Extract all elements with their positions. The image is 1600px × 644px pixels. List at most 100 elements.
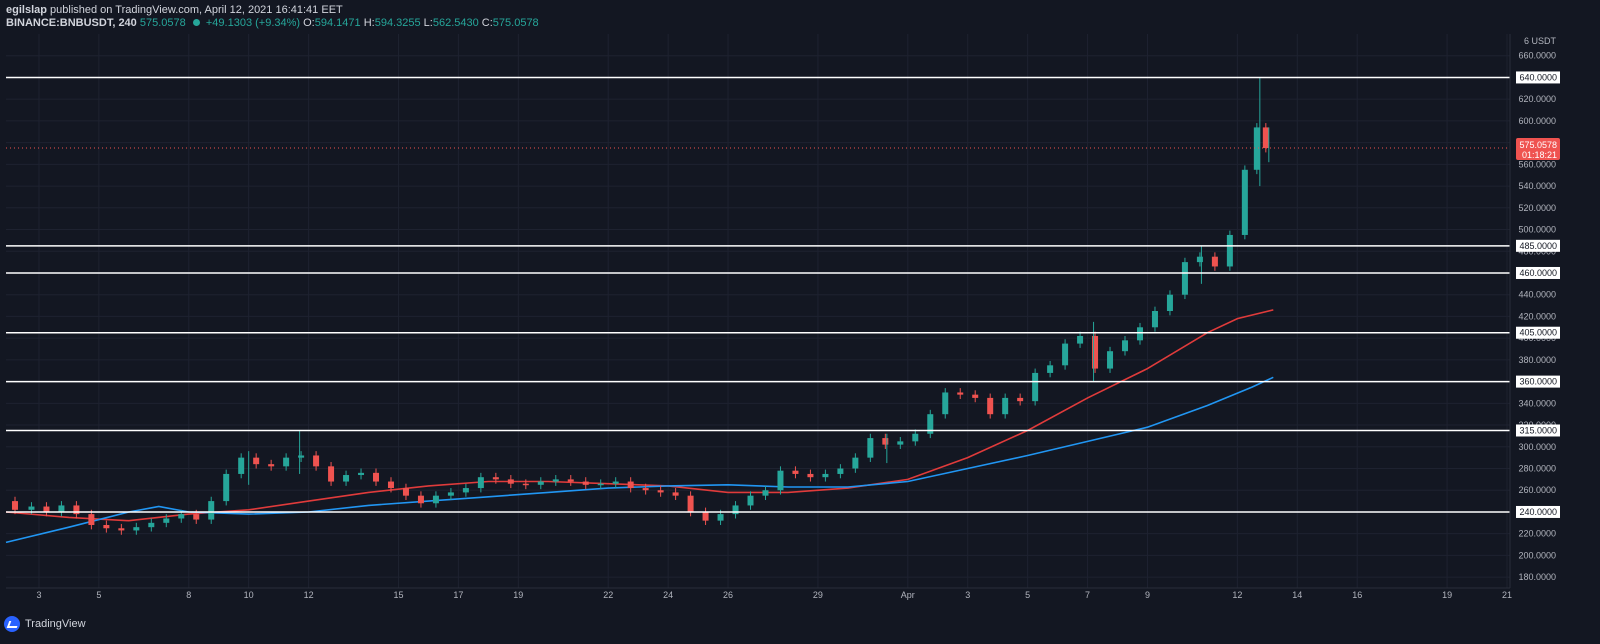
- candle-body: [1241, 169, 1248, 235]
- candle-body: [822, 473, 829, 478]
- support-resistance-levels: [6, 76, 1510, 513]
- candle-body: [268, 464, 275, 467]
- candle-body: [777, 470, 784, 491]
- x-tick-label: 24: [663, 590, 673, 600]
- candle-body: [987, 397, 994, 415]
- candle-body: [223, 473, 230, 502]
- x-tick-label: 12: [304, 590, 314, 600]
- candle-body: [1032, 372, 1039, 402]
- candle-body: [358, 472, 365, 476]
- candle-body: [1181, 262, 1188, 295]
- candle-body: [148, 522, 155, 528]
- x-tick-label: 12: [1232, 590, 1242, 600]
- publisher-info: egilslap published on TradingView.com, A…: [6, 4, 343, 16]
- candle-body: [58, 505, 65, 512]
- candle-body: [807, 473, 814, 478]
- high-value: 594.3255: [374, 17, 421, 29]
- x-tick-label: 26: [723, 590, 733, 600]
- candle-body: [1196, 256, 1203, 263]
- symbol-name[interactable]: BINANCE:BNBUSDT, 240: [6, 17, 137, 29]
- y-tick-label: 620.0000: [1518, 94, 1556, 104]
- chart-axes: 180.0000 200.0000 220.0000 240.0000 260.0000…: [6, 34, 1560, 600]
- level-label: 360.0000: [1519, 377, 1557, 387]
- publisher-user[interactable]: egilslap: [6, 4, 47, 16]
- current-price-value: 575.0578: [1519, 140, 1557, 150]
- y-tick-label: 540.0000: [1518, 181, 1556, 191]
- candle-body: [477, 477, 484, 489]
- candle-body: [163, 518, 170, 523]
- candle-body: [447, 492, 454, 496]
- candle-body: [612, 481, 619, 484]
- y-axis-unit-label[interactable]: 6 USDT: [1524, 36, 1557, 46]
- bar-countdown: 01:18:21: [1522, 150, 1557, 160]
- candle-body: [1077, 335, 1084, 344]
- close-label: C:: [481, 17, 493, 29]
- tradingview-logo-icon: [4, 616, 20, 632]
- open-label: O:: [303, 17, 315, 29]
- candle-body: [867, 438, 874, 458]
- y-tick-label: 280.0000: [1518, 464, 1556, 474]
- candle-body: [432, 495, 439, 504]
- x-tick-label: 10: [244, 590, 254, 600]
- candle-body: [1062, 343, 1069, 366]
- symbol-legend: BINANCE:BNBUSDT, 240 575.0578 +49.1303 (…: [6, 17, 539, 29]
- level-label: 460.0000: [1519, 268, 1557, 278]
- x-tick-label: 16: [1352, 590, 1362, 600]
- publisher-text: published on TradingView.com, April 12, …: [50, 4, 343, 16]
- low-value: 562.5430: [432, 17, 479, 29]
- y-tick-label: 300.0000: [1518, 442, 1556, 452]
- chart-grid: [6, 34, 1510, 588]
- price-chart[interactable]: 180.0000 200.0000 220.0000 240.0000 260.0000…: [0, 0, 1600, 612]
- candle-body: [972, 394, 979, 398]
- y-tick-label: 420.0000: [1518, 311, 1556, 321]
- x-tick-label: 15: [393, 590, 403, 600]
- x-tick-label: Apr: [901, 590, 915, 600]
- candle-body: [912, 433, 919, 442]
- candle-body: [298, 455, 305, 458]
- candle-body: [717, 514, 724, 521]
- x-tick-label: 7: [1085, 590, 1090, 600]
- candle-body: [522, 483, 529, 486]
- x-tick-label: 22: [603, 590, 613, 600]
- y-tick-label: 660.0000: [1518, 51, 1556, 61]
- price-series: [6, 77, 1510, 535]
- candle-body: [133, 527, 140, 531]
- level-tag: [1516, 266, 1560, 279]
- candle-body: [1107, 351, 1114, 369]
- high-label: H:: [363, 17, 375, 29]
- candle-body: [597, 483, 604, 486]
- y-tick-label: 440.0000: [1518, 290, 1556, 300]
- candle-body: [642, 488, 649, 491]
- candle-body: [882, 438, 889, 445]
- y-tick-label: 520.0000: [1518, 203, 1556, 213]
- level-tag: [1516, 71, 1560, 84]
- chart-footer: TradingView: [0, 612, 1600, 644]
- candle-body: [1226, 234, 1233, 267]
- level-tag: [1516, 424, 1560, 437]
- candle-body: [387, 481, 394, 489]
- y-tick-label: 180.0000: [1518, 572, 1556, 582]
- candle-body: [343, 475, 350, 482]
- candle-body: [462, 488, 469, 493]
- close-value: 575.0578: [492, 17, 539, 29]
- y-tick-label: 260.0000: [1518, 485, 1556, 495]
- candle-body: [283, 457, 290, 467]
- plot-area: [6, 34, 1510, 588]
- candle-body: [417, 495, 424, 504]
- candle-body: [28, 506, 35, 510]
- candle-body: [957, 392, 964, 395]
- tradingview-brand[interactable]: TradingView: [4, 616, 86, 632]
- candle-body: [687, 495, 694, 512]
- candle-body: [402, 488, 409, 496]
- x-tick-label: 5: [1025, 590, 1030, 600]
- candle-body: [73, 505, 80, 515]
- level-tag: [1516, 505, 1560, 518]
- candle-body: [927, 414, 934, 434]
- candle-body: [193, 514, 200, 520]
- candle-body: [852, 457, 859, 469]
- level-tag: [1516, 239, 1560, 252]
- candle-body: [492, 477, 499, 480]
- y-tick-label: 560.0000: [1518, 159, 1556, 169]
- x-tick-label: 17: [453, 590, 463, 600]
- x-tick-label: 29: [813, 590, 823, 600]
